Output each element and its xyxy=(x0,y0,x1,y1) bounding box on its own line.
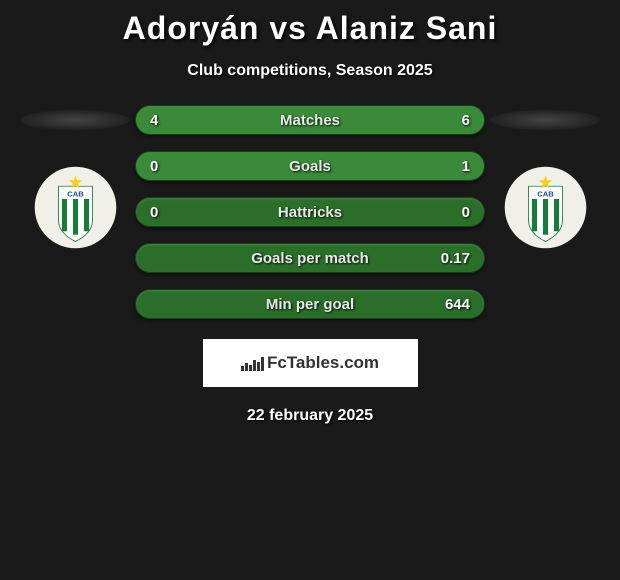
stat-right-value: 0.17 xyxy=(441,250,470,267)
left-player-col: CAB xyxy=(25,105,125,250)
club-badge-right: CAB xyxy=(503,165,588,250)
fctables-logo: FcTables.com xyxy=(203,339,418,387)
logo-chart-icon xyxy=(241,355,261,371)
stat-row: 0 Hattricks 0 xyxy=(135,197,485,227)
stat-left-value: 4 xyxy=(150,112,158,129)
stat-row: Min per goal 644 xyxy=(135,289,485,319)
stat-label: Hattricks xyxy=(278,204,342,221)
stat-row: 4 Matches 6 xyxy=(135,105,485,135)
svg-text:CAB: CAB xyxy=(537,189,554,198)
svg-text:CAB: CAB xyxy=(67,189,84,198)
comparison-card: Adoryán vs Alaniz Sani Club competitions… xyxy=(0,0,620,425)
stat-right-value: 0 xyxy=(462,204,470,221)
stats-column: 4 Matches 6 0 Goals 1 0 Hattricks 0 Goals per mat… xyxy=(135,105,485,319)
stat-left-value: 0 xyxy=(150,204,158,221)
subtitle: Club competitions, Season 2025 xyxy=(0,62,620,80)
page-title: Adoryán vs Alaniz Sani xyxy=(0,10,620,47)
stat-right-value: 6 xyxy=(462,112,470,129)
player-shadow-left xyxy=(20,110,130,130)
main-area: CAB 4 Matches 6 0 Goals 1 0 Hattricks 0 Goals per… xyxy=(0,105,620,319)
date-label: 22 february 2025 xyxy=(0,407,620,425)
stat-label: Min per goal xyxy=(266,296,354,313)
stat-right-value: 1 xyxy=(462,158,470,175)
stat-row: 0 Goals 1 xyxy=(135,151,485,181)
right-player-col: CAB xyxy=(495,105,595,250)
stat-left-value: 0 xyxy=(150,158,158,175)
stat-right-value: 644 xyxy=(445,296,470,313)
club-badge-left: CAB xyxy=(33,165,118,250)
logo-text: FcTables.com xyxy=(267,353,379,373)
stat-label: Goals per match xyxy=(251,250,369,267)
player-shadow-right xyxy=(490,110,600,130)
stat-label: Goals xyxy=(289,158,331,175)
stat-label: Matches xyxy=(280,112,340,129)
stat-row: Goals per match 0.17 xyxy=(135,243,485,273)
